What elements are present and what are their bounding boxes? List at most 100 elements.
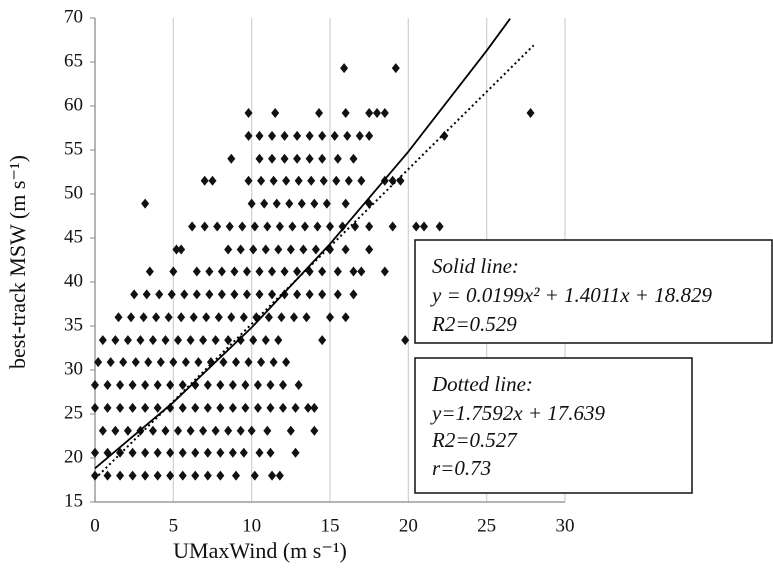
scatter-point [293, 130, 302, 141]
scatter-point [268, 130, 277, 141]
scatter-point [166, 402, 175, 413]
scatter-point [255, 153, 264, 164]
scatter-point [279, 379, 287, 390]
scatter-point [311, 244, 320, 255]
annotation-text: R2=0.529 [431, 312, 517, 336]
scatter-point [103, 470, 112, 481]
scatter-point [169, 266, 178, 277]
scatter-point [166, 379, 175, 390]
scatter-point [247, 425, 256, 436]
y-tick-label: 50 [64, 182, 83, 203]
scatter-point [224, 425, 233, 436]
scatter-point [275, 221, 284, 232]
scatter-point [280, 153, 289, 164]
scatter-point [91, 470, 99, 481]
scatter-point [307, 175, 316, 186]
scatter-point [227, 312, 236, 323]
scatter-point [238, 221, 247, 232]
scatter-point [141, 447, 150, 458]
scatter-point [116, 379, 125, 390]
scatter-point [213, 221, 222, 232]
scatter-point [119, 357, 128, 368]
scatter-point [526, 108, 535, 119]
scatter-point [315, 108, 324, 119]
annotation-text: Dotted line: [431, 372, 533, 396]
scatter-point [285, 198, 294, 209]
scatter-point [230, 266, 239, 277]
scatter-point [266, 379, 275, 390]
scatter-point [186, 425, 195, 436]
scatter-point [355, 130, 364, 141]
scatter-point [250, 470, 259, 481]
scatter-point [365, 130, 374, 141]
scatter-point [211, 335, 220, 346]
scatter-point [166, 470, 175, 481]
scatter-point [199, 425, 208, 436]
scatter-point [341, 312, 350, 323]
scatter-point [244, 108, 253, 119]
scatter-point [178, 470, 187, 481]
scatter-point [148, 425, 157, 436]
scatter-point [282, 357, 291, 368]
scatter-point [94, 357, 103, 368]
scatter-point [178, 447, 187, 458]
scatter-point [216, 379, 225, 390]
scatter-point [333, 266, 342, 277]
y-tick-label: 60 [64, 94, 83, 115]
scatter-point [274, 244, 283, 255]
scatter-point [153, 447, 162, 458]
scatter-point [203, 447, 212, 458]
scatter-point [305, 153, 314, 164]
scatter-point [255, 289, 264, 300]
scatter-point [263, 221, 272, 232]
scatter-point [98, 425, 107, 436]
scatter-point [280, 266, 289, 277]
scatter-point [388, 175, 397, 186]
scatter-point [139, 312, 148, 323]
scatter-point [202, 312, 211, 323]
x-tick-label: 25 [477, 515, 496, 536]
annotation-box [414, 239, 773, 344]
scatter-point [177, 312, 186, 323]
scatter-point [319, 175, 328, 186]
scatter-point [291, 447, 300, 458]
scatter-point [225, 221, 234, 232]
scatter-point [279, 402, 287, 413]
scatter-point [420, 221, 428, 232]
scatter-point [332, 175, 341, 186]
scatter-point [293, 153, 302, 164]
scatter-point [191, 447, 200, 458]
scatter-point [228, 402, 237, 413]
scatter-point [341, 244, 350, 255]
scatter-point [242, 289, 251, 300]
scatter-point [373, 108, 381, 119]
scatter-point [216, 402, 225, 413]
scatter-point [412, 221, 421, 232]
scatter-point [103, 379, 112, 390]
scatter-point [294, 175, 303, 186]
scatter-point [322, 198, 331, 209]
scatter-point [260, 198, 269, 209]
scatter-point [305, 130, 314, 141]
scatter-point [178, 402, 187, 413]
scatter-point [318, 289, 327, 300]
scatter-point [199, 335, 208, 346]
scatter-point [214, 312, 223, 323]
scatter-point [388, 221, 397, 232]
scatter-point [232, 470, 240, 481]
scatter-point [216, 470, 225, 481]
scatter-point [318, 335, 327, 346]
scatter-point [200, 221, 209, 232]
scatter-point [153, 470, 162, 481]
scatter-point [401, 335, 410, 346]
scatter-point [155, 289, 164, 300]
scatter-point [351, 221, 360, 232]
x-tick-label: 0 [90, 515, 100, 536]
scatter-point [153, 379, 162, 390]
scatter-point [241, 379, 250, 390]
annotation-text: y = 0.0199x² + 1.4011x + 18.829 [430, 283, 712, 307]
scatter-point [341, 198, 350, 209]
scatter-point [236, 244, 245, 255]
scatter-point [310, 402, 319, 413]
